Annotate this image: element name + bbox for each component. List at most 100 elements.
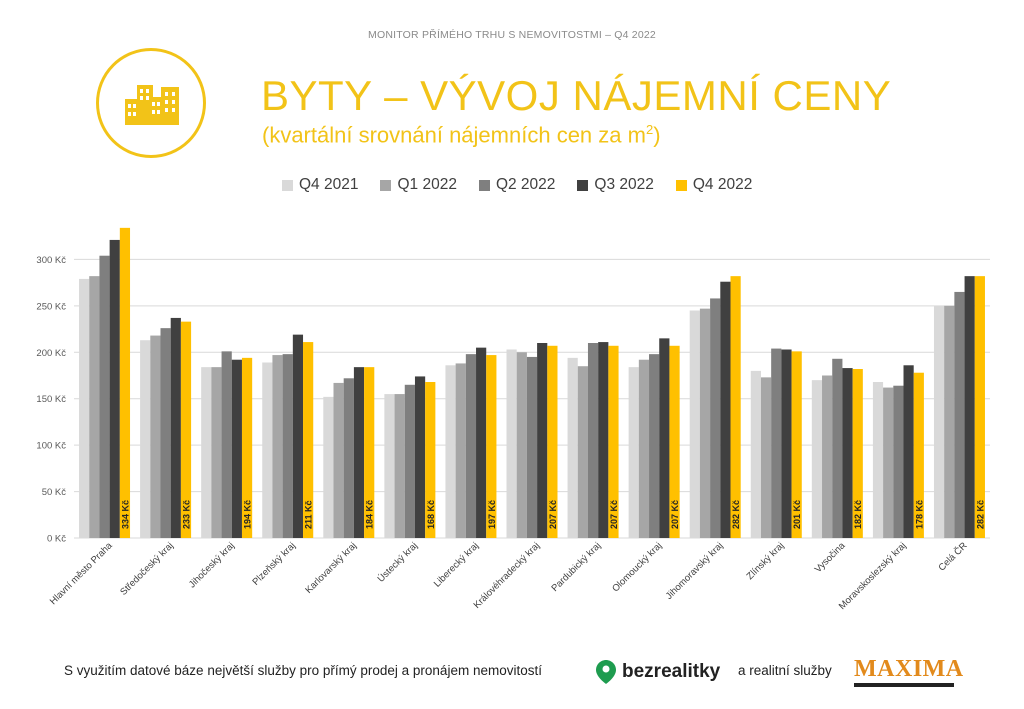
bar [933,305,945,538]
x-tick-label: Vysočina [813,540,848,575]
bar [486,355,497,538]
location-pin-icon [596,660,616,684]
bar [79,278,90,538]
y-tick-label: 0 Kč [47,534,66,545]
data-label: 207 Kč [670,500,680,529]
buildings-icon [125,85,179,125]
data-label: 168 Kč [426,500,436,529]
maxima-wordmark: MAXIMA [854,656,964,682]
bar-chart: 0 Kč 50 Kč 100 Kč 150 Kč 200 Kč 250 Kč 300 Kč 3… [36,227,990,612]
bar [750,370,761,538]
bar [669,345,680,538]
bar [445,365,456,538]
x-tick-label: Moravskoslezský kraj [837,540,909,612]
bezrealitky-logo: bezrealitky [596,660,720,684]
legend-swatch-1 [380,179,392,191]
x-tick-label: Jihočeský kraj [187,540,237,590]
bar [587,343,599,538]
bar [903,365,914,538]
bar [272,355,283,538]
bar [852,369,863,538]
bar [414,376,426,538]
bar [343,378,354,538]
y-tick-label: 150 Kč [36,394,66,405]
bar [394,394,405,538]
bar [730,276,741,538]
data-label: 211 Kč [304,500,314,529]
bar [842,368,853,538]
data-label: 197 Kč [487,500,497,529]
legend-item-2: Q2 2022 [478,176,556,194]
bar [516,352,527,538]
bar [832,358,843,538]
legend-swatch-3 [577,179,589,191]
legend-swatch-2 [478,179,490,191]
bar [89,276,100,538]
bar [303,342,314,538]
bar [760,377,772,538]
bar [211,367,222,538]
data-label: 207 Kč [548,500,558,529]
legend-label-1: Q1 2022 [397,176,457,193]
x-tick-label: Hlavní město Praha [48,540,115,607]
legend-label-2: Q2 2022 [495,176,556,193]
bar [404,384,415,538]
y-tick-label: 300 Kč [36,255,66,266]
legend-item-3: Q3 2022 [577,176,654,194]
bar [638,359,650,538]
bar [160,328,171,538]
bar [323,396,334,538]
bar [201,367,212,538]
data-label: 182 Kč [853,500,863,529]
legend-label-4: Q4 2022 [692,176,753,193]
bar [384,394,395,538]
data-label: 233 Kč [182,500,192,529]
page-subtitle: (kvartální srovnání nájemních cen za m2) [262,122,661,148]
bar [180,321,192,538]
bar [710,298,721,538]
y-tick-label: 100 Kč [36,441,66,452]
x-tick-label: Pardubický kraj [549,540,603,594]
maxima-logo: MAXIMA [854,656,964,687]
legend-item-0: Q4 2021 [282,176,358,194]
bar [109,239,120,538]
bar [699,308,711,538]
data-label: 282 Kč [975,500,985,529]
x-tick-label: Ústecký kraj [376,540,420,584]
bar [262,362,273,538]
bar [455,363,466,538]
footer-text-2: a realitní služby [738,663,832,678]
x-tick-label: Karlovarský kraj [303,540,359,596]
legend-swatch-4 [675,179,687,191]
x-tick-label: Královéhradecký kraj [472,540,543,611]
bar [577,366,588,538]
bar [353,367,365,538]
legend-swatch-0 [282,179,293,191]
data-label: 194 Kč [243,500,253,529]
data-label: 334 Kč [120,500,130,529]
bar [598,342,609,538]
bar [791,351,802,538]
bar [537,343,548,538]
bar [425,382,436,538]
top-caption: MONITOR PŘÍMÉHO TRHU S NEMOVITOSTMI – Q4… [368,29,656,41]
bar [221,351,232,538]
bar [781,349,792,538]
bar [822,375,833,538]
bar [974,276,985,538]
bar [476,347,487,538]
data-label: 207 Kč [609,500,619,529]
y-tick-label: 200 Kč [36,348,66,359]
bar [883,387,894,538]
x-tick-label: Celá ČR [936,540,969,573]
bar [649,354,660,538]
buildings-logo [96,48,206,158]
legend-label-0: Q4 2021 [299,176,359,193]
bar [99,255,110,538]
bar [811,380,823,538]
bar [150,335,161,538]
x-tick-label: Liberecký kraj [432,540,481,589]
bar [608,345,619,538]
maxima-underline [854,683,954,687]
bar [893,385,904,538]
